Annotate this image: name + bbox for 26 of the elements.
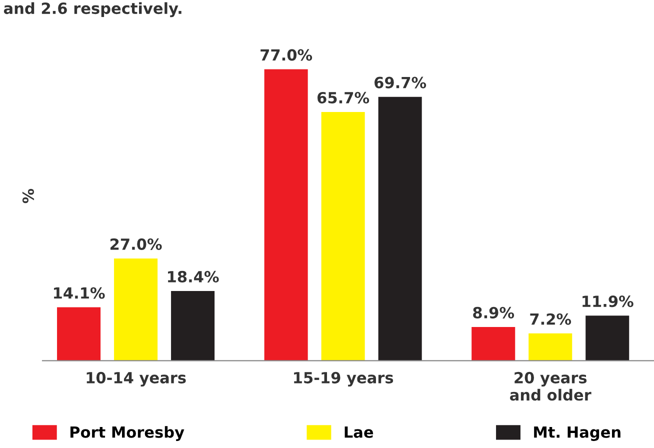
legend-label: Port Moresby <box>70 426 184 441</box>
x-tick-label: 20 years and older <box>510 372 592 401</box>
bar <box>114 258 158 361</box>
data-label: 65.7% <box>318 92 370 104</box>
legend-label: Mt. Hagen <box>534 426 620 441</box>
bar <box>264 69 308 361</box>
bar <box>57 307 101 361</box>
bar <box>321 112 365 361</box>
y-axis-title: % <box>22 188 34 204</box>
bar <box>528 333 572 361</box>
bar <box>171 291 215 361</box>
data-label: 27.0% <box>110 238 162 250</box>
text: and 2.6 respectively. <box>4 2 182 18</box>
data-label: 18.4% <box>168 270 219 282</box>
legend-label: Lae <box>344 426 374 438</box>
data-label: 14.1% <box>54 287 105 299</box>
data-label: 77.0% <box>260 49 312 61</box>
data-label: 8.9% <box>473 306 514 318</box>
bar <box>586 316 630 361</box>
data-label: 7.2% <box>530 313 572 325</box>
data-label: 11.9% <box>582 296 634 308</box>
bar <box>472 326 516 361</box>
x-tick-label: 10-14 years <box>86 372 186 387</box>
data-label: 69.7% <box>374 76 426 88</box>
x-tick-label: 15-19 years <box>294 372 394 387</box>
bar <box>378 96 422 361</box>
